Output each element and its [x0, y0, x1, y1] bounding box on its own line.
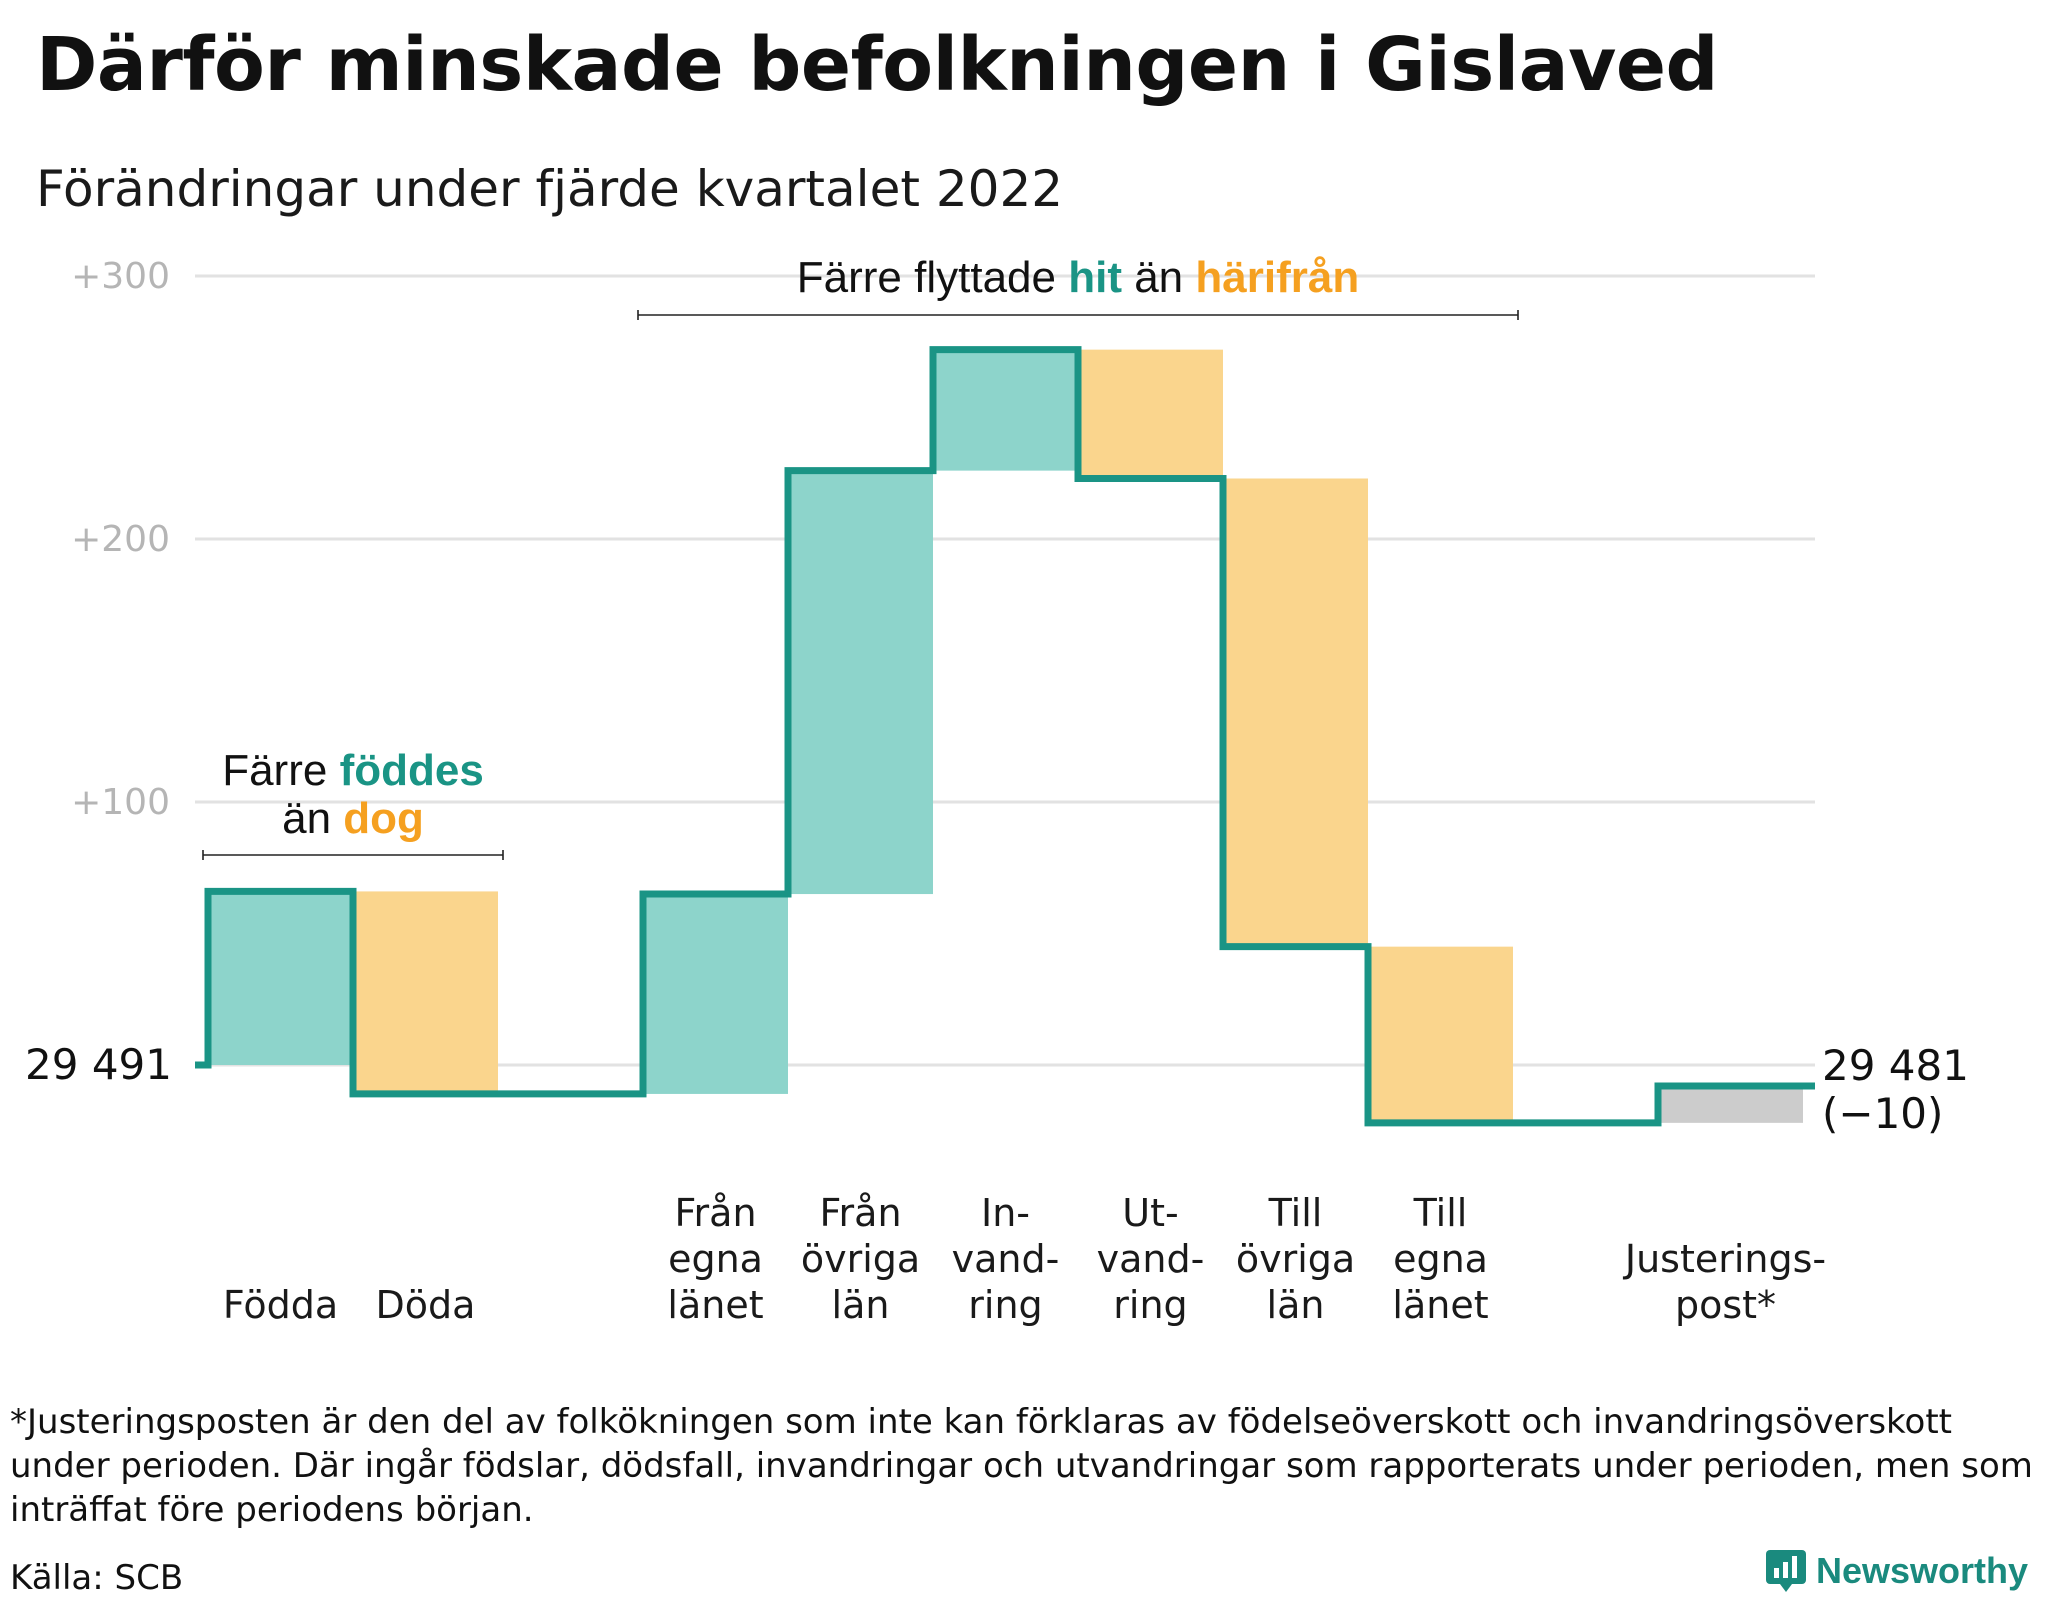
newsworthy-logo-icon [1766, 1550, 1806, 1592]
y-tick-label: +100 [71, 782, 170, 823]
annotation-part: föddes [340, 746, 484, 795]
annotation-part: härifrån [1195, 253, 1359, 302]
annotation-part: än [1122, 253, 1195, 302]
category-label: Från [819, 1191, 901, 1235]
category-label: egna [668, 1237, 763, 1281]
waterfall-chart: +100 +200 +300 29 491 29 481(−10) Födda Döda Fr… [25, 253, 1969, 1327]
annotation-text: än dog [282, 794, 424, 843]
category-label: länet [1392, 1283, 1488, 1327]
chart-title: Därför minskade befolkningen i Gislaved [36, 22, 1719, 108]
annotation-part: hit [1068, 253, 1122, 302]
category-label: Justerings- [1623, 1237, 1826, 1281]
category-label: post* [1675, 1283, 1776, 1327]
end-value-label: 29 481 [1822, 1041, 1969, 1090]
bar-out [1078, 349, 1223, 479]
y-tick-label: +200 [71, 519, 170, 560]
start-value-label: 29 491 [25, 1040, 172, 1089]
category-label: egna [1393, 1237, 1488, 1281]
category-label: Till [1268, 1191, 1323, 1235]
category-label: ring [968, 1283, 1042, 1327]
bar-in [208, 891, 353, 1065]
category-label: övriga [1236, 1237, 1355, 1281]
category-label: vand- [1097, 1237, 1205, 1281]
category-label: In- [981, 1191, 1030, 1235]
category-label: övriga [801, 1237, 920, 1281]
category-label: länet [667, 1283, 763, 1327]
bar-in [643, 894, 788, 1094]
category-label: Från [674, 1191, 756, 1235]
annotation-part: Färre flyttade [797, 253, 1068, 302]
category-label: Döda [376, 1283, 476, 1327]
annotation-text: Färre föddes [222, 746, 484, 795]
category-label: län [832, 1283, 890, 1327]
category-label: ring [1113, 1283, 1187, 1327]
chart-subtitle: Förändringar under fjärde kvartalet 2022 [36, 160, 1064, 218]
bar-out [1368, 946, 1513, 1123]
annotation-text: Färre flyttade hit än härifrån [797, 253, 1359, 302]
brand-name: Newsworthy [1816, 1550, 2029, 1591]
category-label: län [1267, 1283, 1325, 1327]
annotation-part: än [282, 794, 343, 843]
bar-out [1223, 478, 1368, 947]
footnote: *Justeringsposten är den del av folkökni… [10, 1402, 2033, 1530]
cumulative-step-line [195, 346, 1815, 1127]
bar-in [933, 349, 1078, 471]
y-tick-label: +300 [71, 256, 170, 297]
end-change-label: (−10) [1822, 1089, 1943, 1138]
annotation-part: Färre [222, 746, 339, 795]
source-label: Källa: SCB [10, 1558, 184, 1598]
bar-adjust [1658, 1086, 1803, 1123]
bar-in [788, 470, 933, 895]
category-label: vand- [952, 1237, 1060, 1281]
category-label: Ut- [1122, 1191, 1178, 1235]
annotation-part: dog [343, 794, 424, 843]
brand-logo[interactable]: Newsworthy [1766, 1550, 2028, 1592]
category-label: Till [1413, 1191, 1468, 1235]
bar-out [353, 891, 498, 1094]
category-label: Födda [223, 1283, 338, 1327]
